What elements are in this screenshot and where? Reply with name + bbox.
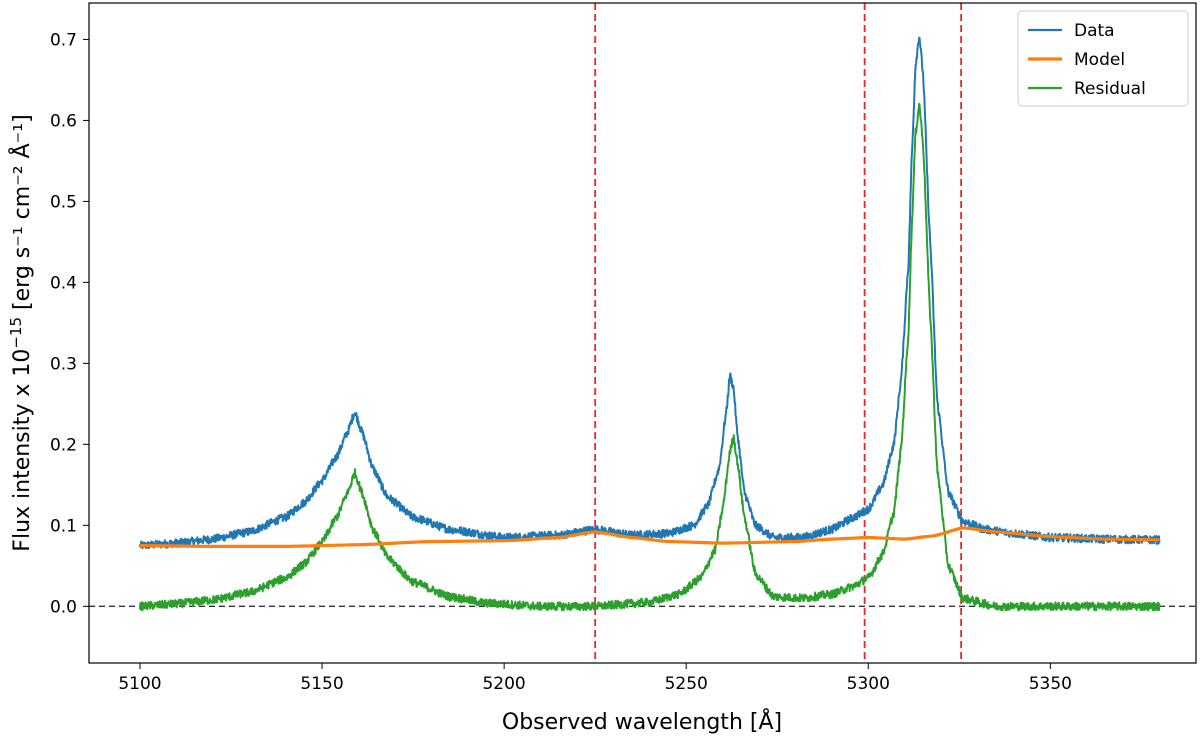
legend-label-data: Data (1074, 21, 1115, 41)
y-tick-label: 0.3 (50, 354, 77, 374)
x-tick-label: 5150 (300, 674, 343, 694)
x-tick-label: 5100 (118, 674, 161, 694)
legend-label-residual: Residual (1074, 79, 1146, 99)
x-axis-ticks: 5100 5150 5200 5250 5300 5350 (118, 663, 1072, 694)
y-tick-label: 0.5 (50, 192, 77, 212)
x-axis-label: Observed wavelength [Å] (502, 708, 782, 735)
legend-label-model: Model (1074, 50, 1125, 70)
series-layer (138, 36, 1161, 612)
y-tick-label: 0.6 (50, 111, 77, 131)
x-tick-label: 5350 (1029, 674, 1072, 694)
y-axis-label-exponent: −15 (7, 317, 25, 349)
y-axis-label-units: erg s⁻¹ cm⁻² Å⁻¹ (8, 123, 35, 301)
x-tick-label: 5200 (482, 674, 525, 694)
plot-background (89, 3, 1196, 663)
legend-entries: Data Model Residual (1028, 21, 1146, 99)
x-tick-label: 5300 (847, 674, 890, 694)
y-axis-label: Flux intensity x 10−15 [erg s⁻¹ cm⁻² Å⁻¹… (7, 114, 35, 551)
y-tick-label: 0.7 (50, 30, 77, 50)
y-tick-label: 0.0 (50, 597, 77, 617)
series-line-residual (138, 102, 1161, 612)
y-axis-label-close-bracket: ] (10, 114, 35, 123)
y-axis-label-base: Flux intensity x 10 (10, 349, 35, 552)
y-tick-label: 0.4 (50, 273, 77, 293)
y-axis-label-open-bracket: [ (10, 301, 35, 317)
y-tick-label: 0.1 (50, 516, 77, 536)
y-axis-ticks: 0.0 0.1 0.2 0.3 0.4 0.5 0.6 0.7 (50, 30, 89, 617)
x-tick-label: 5250 (665, 674, 708, 694)
series-line-model (139, 526, 1160, 548)
legend-box (1017, 10, 1189, 107)
y-tick-label: 0.2 (50, 435, 77, 455)
plot-frame (88, 2, 1197, 664)
legend: Data Model Residual (1017, 10, 1189, 107)
